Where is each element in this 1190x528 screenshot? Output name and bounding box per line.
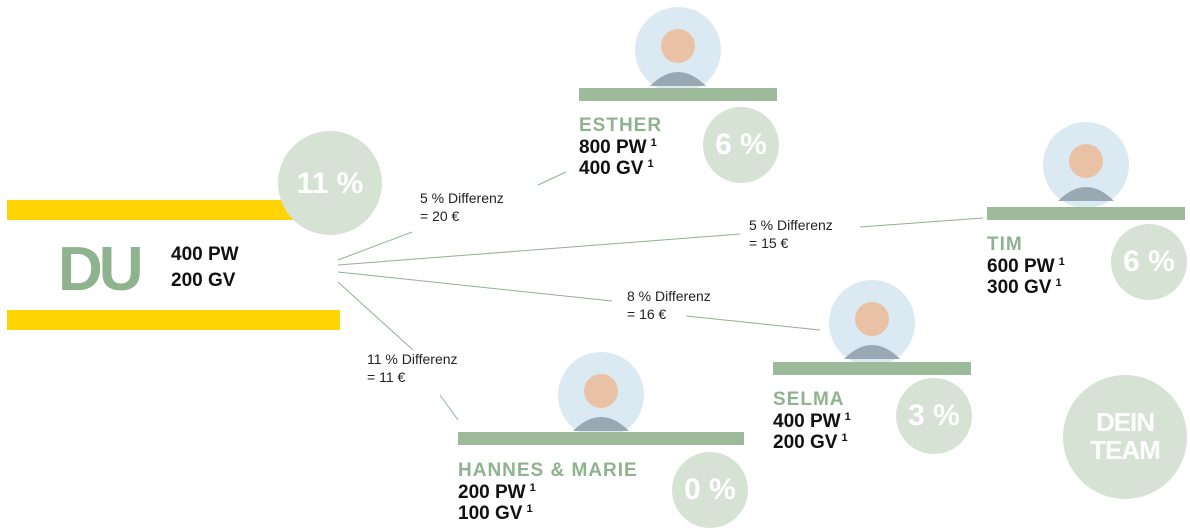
yellow-bar	[7, 310, 340, 330]
footnote: 1	[841, 432, 847, 444]
footnote: 1	[845, 411, 851, 423]
photo-head	[661, 29, 695, 63]
link	[338, 234, 740, 265]
link	[338, 232, 412, 260]
value: 200 GV	[773, 432, 838, 453]
photo-head	[855, 302, 889, 336]
edge-amount: = 20 €	[420, 208, 460, 224]
photo-head	[1069, 144, 1103, 178]
edge-difference: 11 % Differenz	[367, 351, 458, 367]
center-label: DU	[58, 235, 140, 304]
link	[338, 272, 612, 301]
value: 400 GV	[579, 158, 644, 179]
member-pw: 600 PW 1	[987, 256, 1065, 277]
footnote: 1	[530, 482, 536, 494]
edge-amount: = 15 €	[749, 235, 789, 251]
value: 600 PW	[987, 256, 1055, 277]
link	[440, 395, 458, 420]
name-bar	[987, 207, 1185, 220]
member-name: HANNES & MARIE	[458, 460, 638, 481]
edge-difference: 5 % Differenz	[749, 217, 833, 233]
edge-difference: 5 % Differenz	[420, 190, 504, 206]
footnote: 1	[526, 503, 532, 515]
value: 400 PW	[773, 411, 841, 432]
edge-amount: = 16 €	[627, 306, 667, 322]
member-percent: 6 %	[1123, 245, 1175, 278]
member-name: TIM	[987, 234, 1023, 255]
photo-head	[584, 374, 618, 408]
value: 200 PW	[458, 482, 526, 503]
value: 800 PW	[579, 137, 647, 158]
name-bar	[579, 88, 777, 101]
name-bar	[458, 432, 744, 445]
footnote: 1	[647, 158, 653, 170]
value: 100 GV	[458, 503, 523, 524]
team-label: DEIN	[1096, 407, 1154, 437]
name-bar	[773, 362, 971, 375]
center-pw: 400 PW	[171, 244, 239, 265]
center-gv: 200 GV	[171, 270, 236, 291]
diagram: 11 % DU 400 PW 200 GV DEIN TEAM 6 % ESTHE…	[0, 0, 1190, 528]
link	[338, 282, 413, 350]
member-name: ESTHER	[579, 115, 662, 136]
link	[686, 316, 820, 330]
edge-amount: = 11 €	[367, 369, 405, 385]
member-percent: 3 %	[908, 399, 960, 432]
member-percent: 6 %	[715, 128, 767, 161]
edge-difference: 8 % Differenz	[627, 288, 711, 304]
member-percent: 0 %	[684, 473, 736, 506]
member-pw: 800 PW 1	[579, 137, 657, 158]
member-pw: 200 PW 1	[458, 482, 536, 503]
member-name: SELMA	[773, 389, 845, 410]
member-pw: 400 PW 1	[773, 411, 851, 432]
value: 300 GV	[987, 277, 1052, 298]
footnote: 1	[651, 137, 657, 149]
footnote: 1	[1055, 277, 1061, 289]
footnote: 1	[1059, 256, 1065, 268]
team-label: TEAM	[1090, 435, 1160, 465]
center-percent: 11 %	[297, 167, 364, 200]
link	[860, 218, 983, 227]
link	[538, 172, 566, 185]
